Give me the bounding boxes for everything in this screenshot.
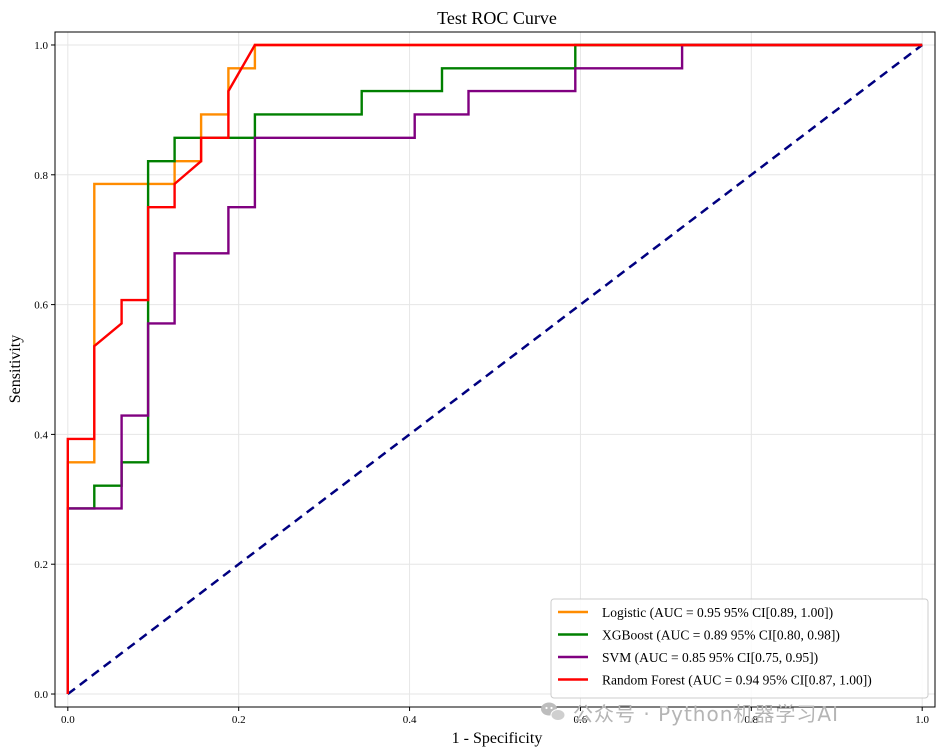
grid: [55, 32, 935, 707]
reference-line: [67, 43, 923, 696]
watermark-text: 公众号 · Python机器学习AI: [573, 702, 839, 726]
x-tick-label: 0.6: [574, 714, 588, 726]
chart-title: Test ROC Curve: [437, 8, 557, 28]
roc-series: [66, 43, 923, 694]
legend-label-xgboost: XGBoost (AUC = 0.89 95% CI[0.80, 0.98]): [602, 628, 840, 643]
x-tick-label: 0.8: [744, 714, 758, 726]
legend-box: [550, 598, 929, 699]
x-tick-label: 0.2: [232, 714, 246, 726]
legend: Logistic (AUC = 0.95 95% CI[0.89, 1.00])…: [550, 598, 929, 699]
y-tick-label: 0.8: [34, 170, 48, 182]
x-tick-label: 1.0: [915, 714, 929, 726]
y-tick-label: 0.0: [34, 689, 48, 701]
wechat-logo-icon: [541, 702, 566, 721]
y-tick-label: 0.4: [34, 429, 48, 441]
roc-line-random-forest: [66, 43, 923, 694]
y-tick-label: 1.0: [34, 40, 48, 52]
roc-line-xgboost: [66, 43, 923, 694]
plot-frame: [54, 31, 936, 708]
x-tick-label: 0.4: [403, 714, 417, 726]
roc-line-svm: [66, 43, 923, 694]
y-tick-label: 0.2: [34, 559, 48, 571]
y-tick-label: 0.6: [34, 300, 48, 312]
y-axis-label: Sensitivity: [7, 335, 24, 403]
axis-ticks: 0.0 0.2 0.4 0.6 0.8 1.0 0.0 0.2 0.4 0.6 0.8 1.0: [34, 40, 929, 726]
legend-label-logistic: Logistic (AUC = 0.95 95% CI[0.89, 1.00]): [602, 605, 833, 620]
x-tick-label: 0.0: [61, 714, 75, 726]
legend-label-random-forest: Random Forest (AUC = 0.94 95% CI[0.87, 1…: [602, 673, 872, 688]
roc-line-logistic: [66, 43, 923, 694]
legend-label-svm: SVM (AUC = 0.85 95% CI[0.75, 0.95]): [602, 650, 818, 665]
reference-diagonal: [67, 43, 923, 696]
watermark: 公众号 · Python机器学习AI: [541, 702, 839, 726]
x-axis-label: 1 - Specificity: [452, 730, 543, 747]
